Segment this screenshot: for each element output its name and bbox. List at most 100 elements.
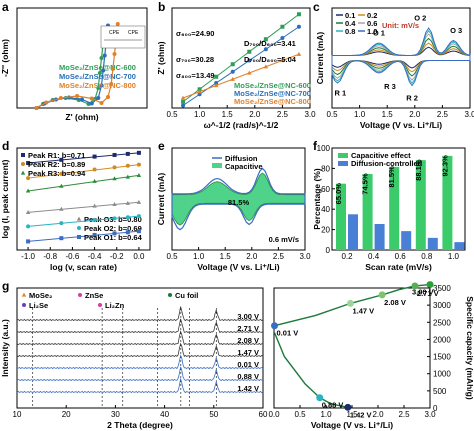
panel-d-legend-marker (21, 153, 25, 157)
panel-f-bar (336, 183, 346, 250)
panel-g-xrd-pattern (16, 318, 264, 334)
panel-b-point (263, 64, 269, 69)
panel-b-annotation: D₇₀₀/D₈₀₀=5.04 (244, 55, 297, 64)
panel-d-point (125, 230, 130, 235)
panel-f-ytick-label: 80 (321, 164, 330, 173)
panel-d-fit-line (28, 174, 139, 192)
panel-e-rate-label: 0.6 mV/s (269, 235, 299, 244)
panel-g-right-point-label: 1.47 V (352, 306, 374, 315)
panel-d-point (125, 200, 131, 205)
panel-d-point (112, 216, 117, 221)
panel-c-xtick-label: 2.0 (409, 110, 421, 119)
panel-d-point (25, 210, 31, 215)
panel-d-fit-line (28, 201, 139, 213)
panel-d-point (59, 206, 64, 211)
panel-g-left-xtick-label: 60 (259, 410, 268, 419)
panel-d-point (92, 203, 97, 208)
panel-b-fit-line (182, 13, 300, 103)
panel-d-xtick-label: -1.0 (21, 252, 35, 261)
panel-g-xrd-pattern (16, 366, 264, 382)
panel-d-point (136, 172, 142, 177)
panel-c-xtick-label: 2.5 (437, 110, 449, 119)
panel-g-right-ytick-label: 3000 (433, 301, 451, 310)
panel-d-point (136, 229, 141, 234)
panel-b-point (230, 76, 235, 81)
panel-f-xtick-label: 0.2 (341, 252, 353, 261)
panel-g-right-ytick-label: 1500 (433, 353, 451, 362)
panel-d-legend-marker (77, 235, 81, 239)
panel-a-point (106, 95, 110, 99)
panel-d-legend-entry: Peak R1: b=0.71 (28, 151, 85, 160)
panel-b-point (247, 70, 252, 75)
panel-b-point (280, 36, 285, 40)
panel-e-legend-entry: Capacitive (225, 162, 263, 171)
panel-d-point (59, 171, 64, 176)
panel-d-legend-entry: Peak O1: b=0.64 (84, 233, 143, 242)
panel-d-fit-line (28, 215, 139, 227)
panel-d-point (25, 188, 31, 193)
panel-g-right-xtick-label: 1.0 (320, 410, 332, 419)
panel-b-point (181, 99, 186, 104)
panel-g-pattern-label: 3.00 V (237, 312, 259, 321)
panel-c-x-axis-label: Voltage (V vs. Li⁺/Li) (360, 120, 442, 130)
panel-f-bar (362, 174, 373, 250)
panel-b-label: b (158, 0, 165, 14)
panel-d-xtick-label: -0.6 (66, 252, 80, 261)
panel-g-right-point-label: 2.08 V (384, 298, 406, 307)
panel-g-left-y-axis-label: Intensity (a.u.) (0, 319, 10, 377)
panel-d-point (112, 231, 117, 236)
panel-a-point (89, 101, 94, 106)
panel-d-frame (16, 147, 151, 251)
panel-g-right-point (344, 403, 352, 411)
panel-d-xtick-label: -0.2 (110, 252, 124, 261)
panel-f-legend-entry: Capacitive effect (351, 151, 411, 160)
panel-g-left-x-axis-label: 2 Theta (degree) (107, 420, 173, 430)
panel-b-annotation: σ₆₀₀=24.90 (176, 29, 214, 38)
panel-b-point (214, 74, 219, 79)
panel-e-x-axis-label: Voltage (V vs. Li⁺/Li) (197, 262, 279, 272)
panel-g-right-point (316, 394, 324, 402)
panel-b-point (180, 95, 186, 100)
panel-c-cv-curve (331, 27, 471, 87)
panel-f-label: f (313, 139, 318, 153)
panel-a-point (58, 96, 63, 100)
panel-b-point (213, 83, 219, 88)
panel-d-x-axis-label: log (v, scan rate) (50, 262, 117, 272)
panel-d-legend-marker (21, 162, 25, 166)
panel-d-point (112, 176, 117, 181)
panel-a-point (96, 96, 101, 100)
panel-f-data-label: 65.0% (334, 183, 343, 205)
panel-a-point (99, 101, 104, 105)
panel-a-point (75, 94, 80, 98)
panel-d-point (125, 151, 130, 156)
panel-g-right-point-label: 0.88 V (322, 401, 344, 410)
panel-b-xtick-label: 2.0 (249, 110, 261, 119)
plots-layer: MoSe₂/ZnSe@NC-600MoSe₂/ZnSe@NC-700MoSe₂/… (0, 7, 474, 430)
panel-f-ytick-label: 60 (321, 185, 330, 194)
panel-c-peak-label: O 1 (373, 29, 385, 38)
panel-c-cv-curve (331, 29, 471, 84)
panel-f-data-label: 92.3% (440, 155, 449, 177)
panel-g-xrd-pattern (16, 342, 264, 358)
panel-c-label: c (313, 0, 320, 14)
panel-b-point (263, 37, 268, 42)
panel-g-pattern-label: 1.47 V (237, 348, 259, 357)
panel-c-legend-entry: 0.2 (367, 11, 377, 20)
panel-g-right-ytick-label: 2500 (433, 318, 451, 327)
panel-c-legend-entry: 0.6 (367, 19, 377, 28)
panel-b-point (230, 69, 235, 74)
panel-c-peak-label: R 2 (406, 94, 418, 103)
panel-b-xtick-label: 1.5 (222, 110, 234, 119)
panel-g-right-xtick-label: 3.0 (424, 410, 436, 419)
panel-g-left-xtick-label: 50 (209, 410, 218, 419)
panel-a-point (99, 56, 104, 60)
panel-g-legend-marker (98, 303, 102, 307)
panel-b-xtick-label: 1.0 (194, 110, 206, 119)
panel-c-xtick-label: 1.0 (354, 110, 366, 119)
panel-f-x-axis-label: Scan rate (mV/s) (365, 262, 432, 272)
panel-g-pattern-label: 2.71 V (237, 324, 259, 333)
panel-e-xtick-label: 1.5 (220, 252, 232, 261)
panel-g-left-xtick-label: 30 (111, 410, 120, 419)
panel-e-diffusion-curve (171, 167, 306, 231)
